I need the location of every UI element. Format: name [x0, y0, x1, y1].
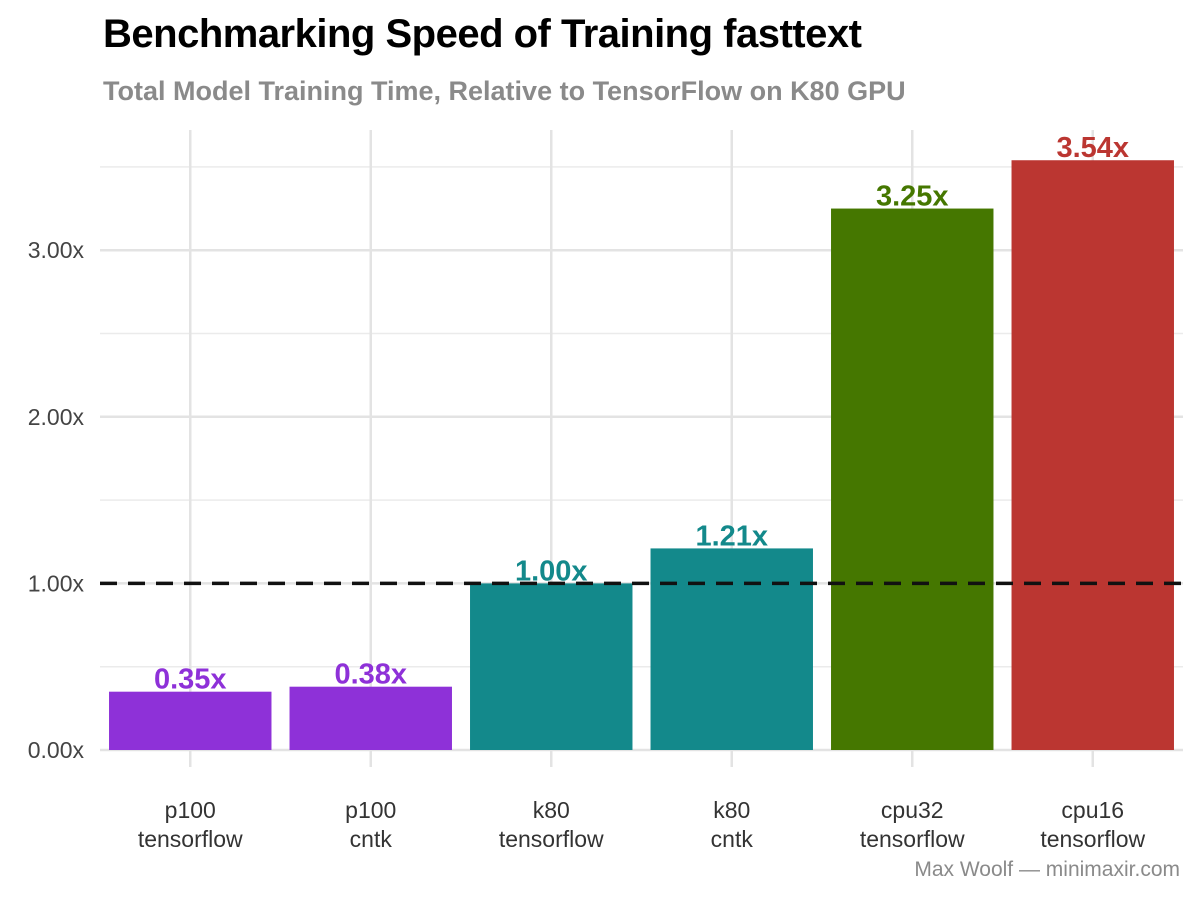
y-tick-label: 2.00x	[28, 404, 85, 430]
x-tick-label: tensorflow	[1040, 826, 1145, 852]
x-tick-label: cpu16	[1061, 797, 1124, 823]
bar-labels: 0.35x 0.38x 1.00x 1.21x 3.25x 3.54x	[154, 132, 1129, 695]
x-tick-label: k80	[533, 797, 570, 823]
bar	[289, 686, 452, 750]
x-tick-label: tensorflow	[860, 826, 965, 852]
bar-value-label: 1.00x	[515, 555, 588, 587]
chart-subtitle: Total Model Training Time, Relative to T…	[103, 76, 906, 106]
axis-labels: 0.00x 1.00x 2.00x 3.00x p100 tensorflow p100 cn…	[28, 237, 1146, 852]
bar-value-label: 1.21x	[695, 520, 768, 552]
x-tick-label: cpu32	[881, 797, 944, 823]
x-tick-label: p100	[165, 797, 216, 823]
x-tick-label: cntk	[711, 826, 754, 852]
bar	[470, 583, 633, 750]
bar	[109, 691, 272, 750]
y-tick-label: 1.00x	[28, 570, 85, 596]
bar-value-label: 0.38x	[334, 659, 407, 691]
bar-value-label: 0.35x	[154, 664, 227, 696]
bar-value-label: 3.54x	[1056, 132, 1129, 164]
chart-title: Benchmarking Speed of Training fasttext	[103, 12, 862, 56]
bars	[109, 160, 1174, 751]
x-tick-label: p100	[345, 797, 396, 823]
x-tick-label: tensorflow	[138, 826, 243, 852]
bar	[1011, 160, 1174, 751]
bar-value-label: 3.25x	[876, 181, 949, 213]
y-tick-label: 0.00x	[28, 737, 85, 763]
x-tick-label: cntk	[350, 826, 393, 852]
bar	[831, 208, 994, 751]
x-tick-label: k80	[713, 797, 750, 823]
bar	[650, 548, 813, 750]
credit-text: Max Woolf — minimaxir.com	[914, 858, 1180, 881]
y-tick-label: 3.00x	[28, 237, 85, 263]
x-tick-label: tensorflow	[499, 826, 604, 852]
